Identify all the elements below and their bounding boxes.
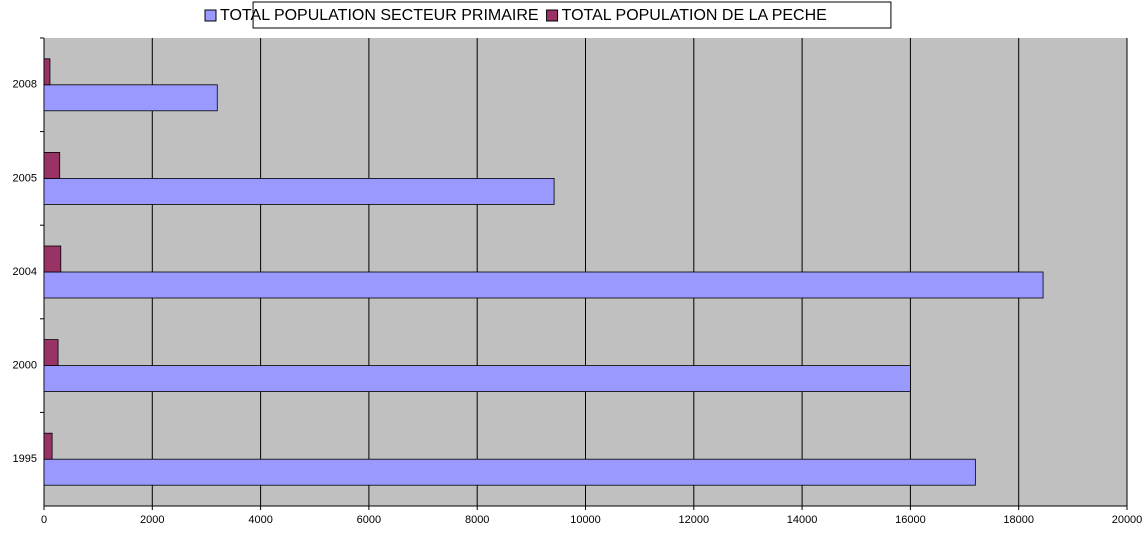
bar <box>43 58 51 86</box>
y-tick-label: 2000 <box>13 360 37 372</box>
x-tick-label: 14000 <box>787 514 818 526</box>
y-tick-label: 2005 <box>13 172 37 184</box>
bar <box>43 84 218 112</box>
bar <box>43 177 555 205</box>
x-tick-label: 8000 <box>465 514 489 526</box>
y-tick-label: 2004 <box>13 266 37 278</box>
legend-swatch <box>204 9 217 22</box>
x-tick-label: 0 <box>41 514 47 526</box>
bar <box>43 151 61 179</box>
bar <box>43 271 1044 299</box>
x-tick-label: 18000 <box>1003 514 1034 526</box>
legend-label: TOTAL POPULATION DE LA PECHE <box>562 7 827 24</box>
legend <box>252 1 892 29</box>
x-tick-label: 2000 <box>140 514 164 526</box>
y-tick-label: 1995 <box>13 453 37 465</box>
bar <box>43 365 911 393</box>
x-tick-label: 4000 <box>248 514 272 526</box>
x-tick-label: 10000 <box>570 514 601 526</box>
legend-swatch <box>546 9 559 22</box>
x-tick-label: 16000 <box>895 514 926 526</box>
x-tick-label: 6000 <box>357 514 381 526</box>
bar <box>43 245 62 273</box>
bar <box>43 432 53 460</box>
x-tick-label: 12000 <box>679 514 710 526</box>
x-tick-label: 20000 <box>1112 514 1143 526</box>
legend-label: TOTAL POPULATION SECTEUR PRIMAIRE <box>220 7 539 24</box>
y-tick-label: 2008 <box>13 79 37 91</box>
bar <box>43 458 976 486</box>
bar <box>43 339 59 367</box>
